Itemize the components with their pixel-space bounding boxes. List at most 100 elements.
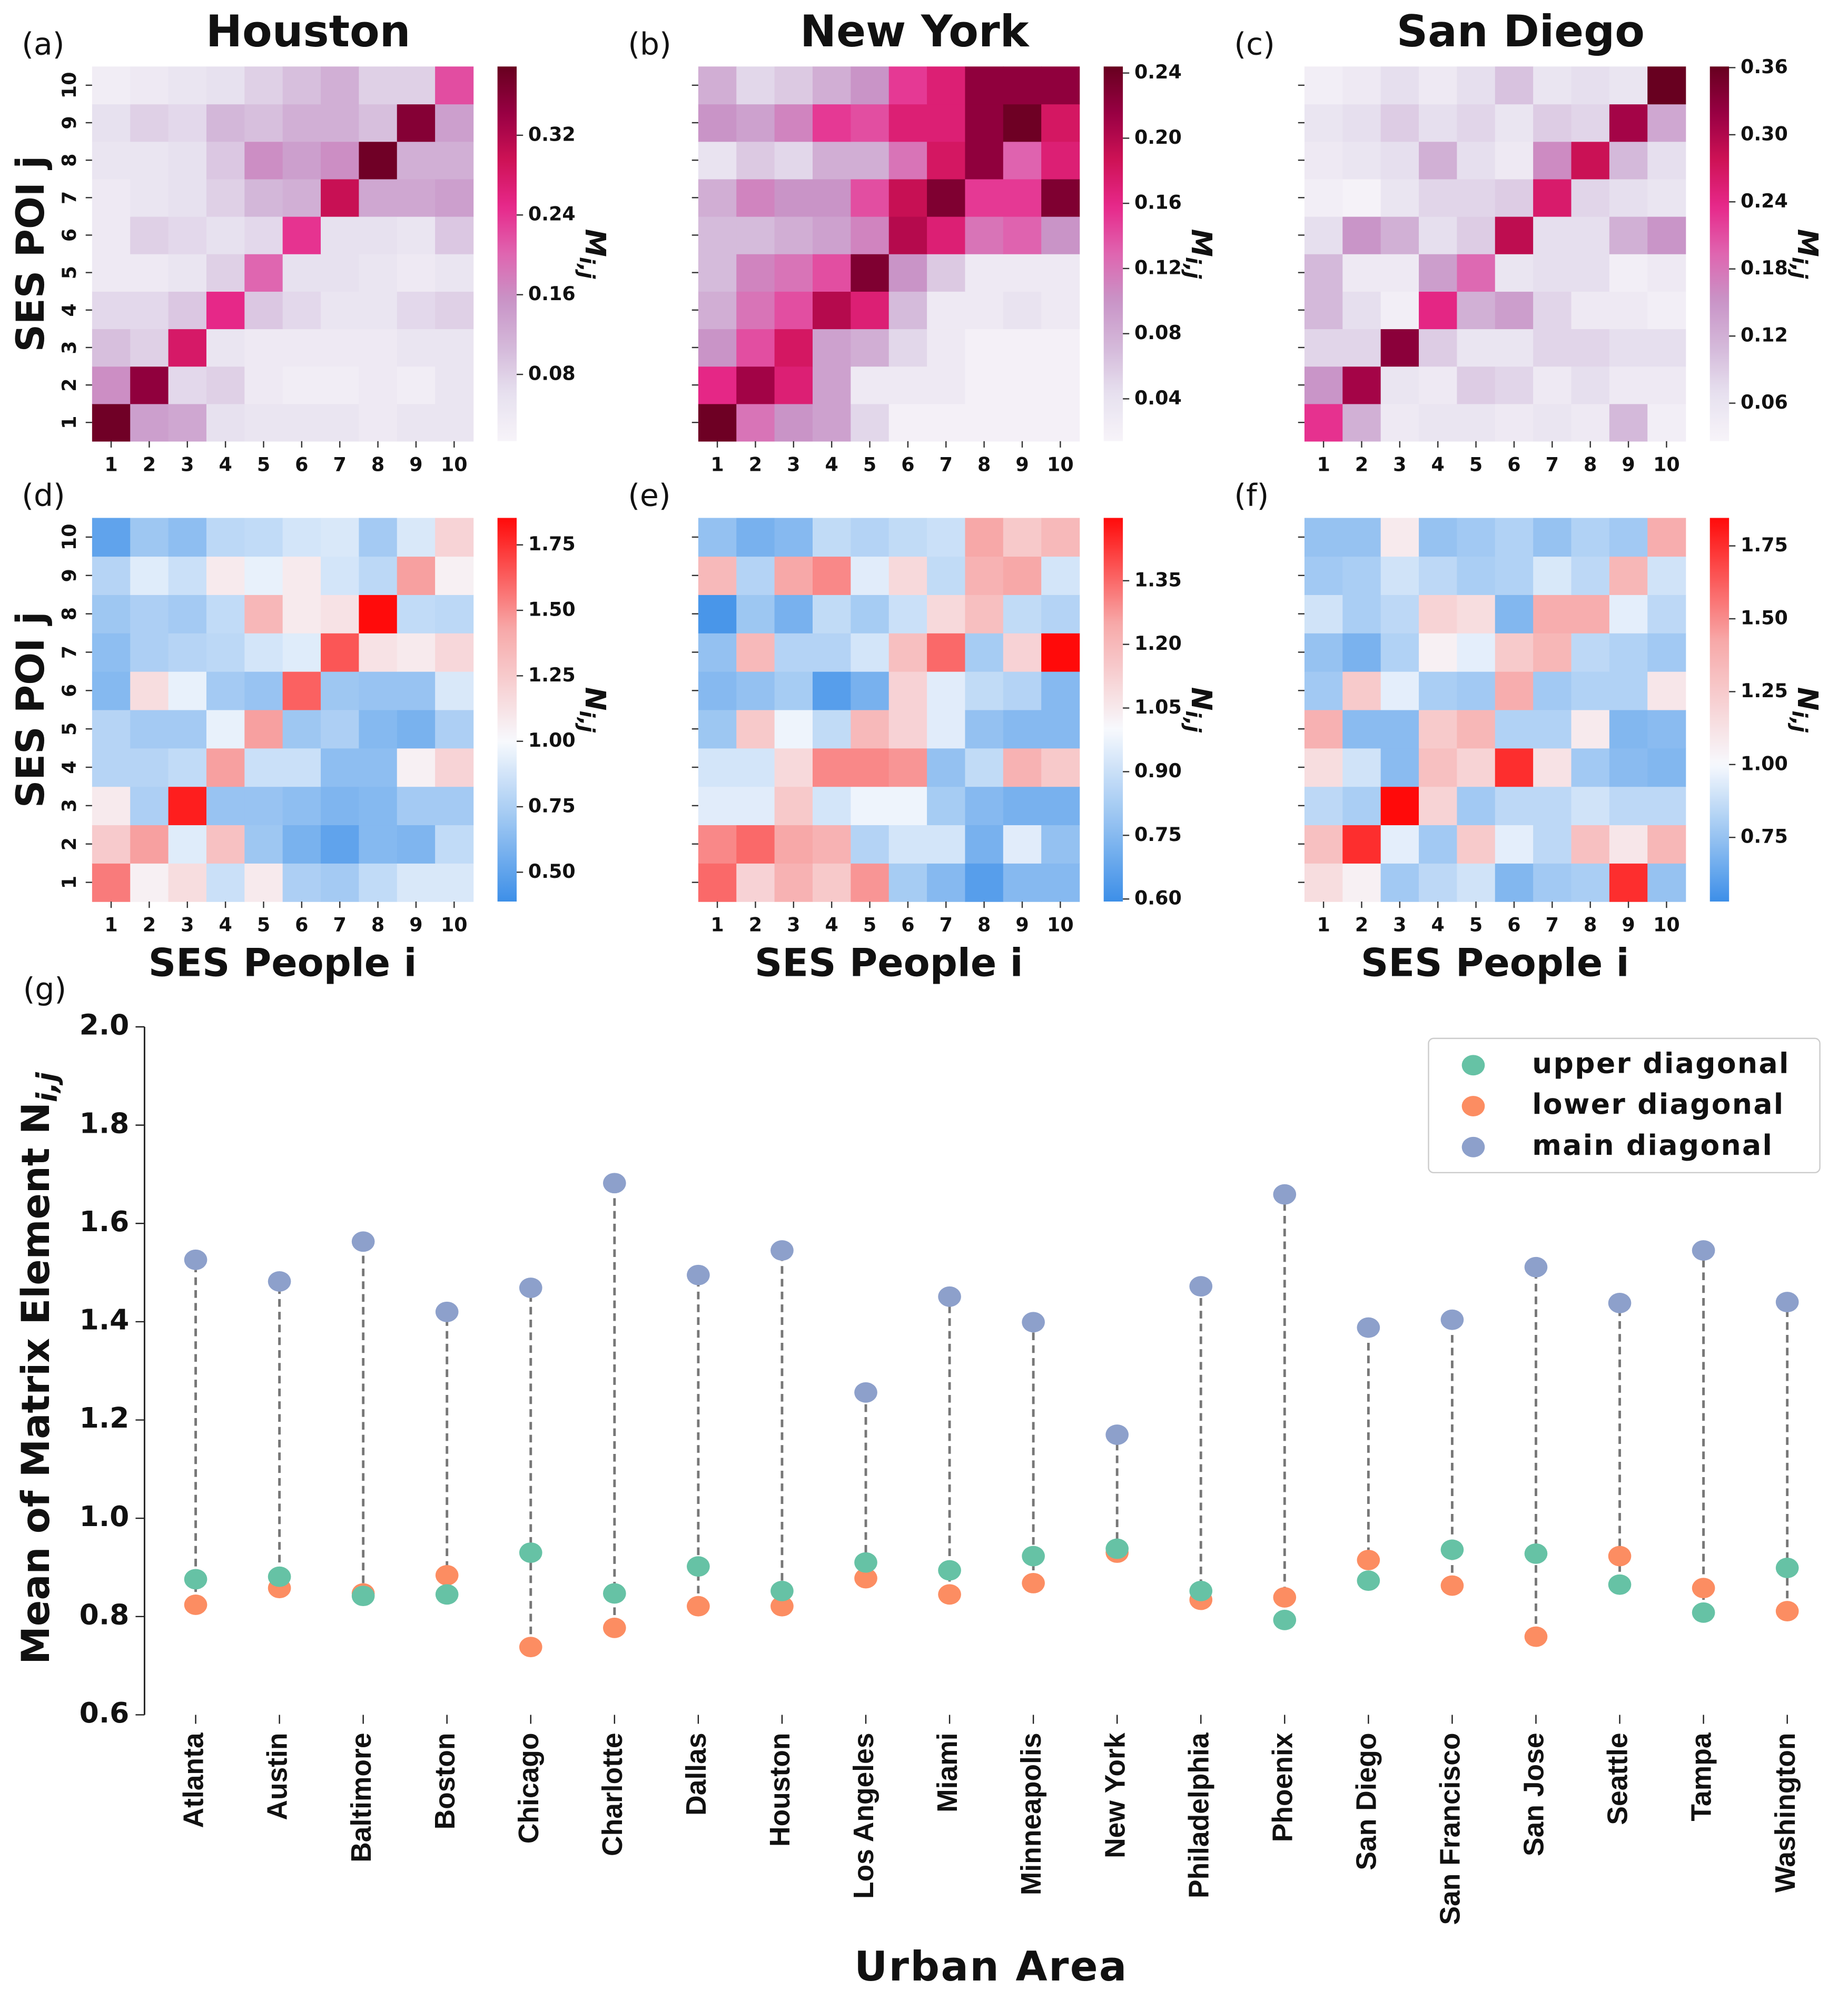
heatmap-cell [359, 216, 398, 254]
heatmap-cell [168, 825, 207, 864]
colorbar-tick-label: 1.50 [1741, 607, 1788, 629]
heatmap-cell [851, 179, 890, 217]
heatmap-cell [1533, 595, 1572, 633]
colorbar-label-subscript: i,j [1181, 257, 1205, 279]
x-tick-label: 4 [219, 453, 232, 476]
heatmap-cell [851, 595, 890, 633]
heatmap-cell [1533, 216, 1572, 254]
dot [1440, 1539, 1464, 1560]
heatmap-cell [1003, 254, 1042, 292]
dot [435, 1584, 459, 1605]
heatmap-cell [698, 66, 737, 105]
heatmap-cell [698, 366, 737, 404]
y-tick-label: 2 [58, 837, 81, 850]
heatmap-cell [812, 179, 852, 217]
x-axis-label: SES People i [755, 940, 1023, 985]
legend-box [1428, 1037, 1821, 1174]
heatmap-cell [888, 366, 927, 404]
heatmap-cell [851, 709, 890, 749]
x-tick-label: 4 [1431, 914, 1445, 936]
heatmap-cell [435, 254, 474, 292]
heatmap-cell [812, 633, 852, 672]
heatmap-cell [130, 141, 169, 180]
heatmap-cell [1041, 671, 1080, 710]
heatmap-cell [321, 66, 360, 105]
x-tick-label: 4 [1431, 453, 1445, 476]
x-tick-label: 3 [1393, 453, 1406, 476]
heatmap-cell [812, 709, 852, 749]
heatmap-cell [1647, 595, 1686, 633]
heatmap-cell [774, 748, 813, 787]
heatmap-cell [321, 748, 360, 787]
heatmap-cell [92, 556, 131, 595]
heatmap-cell [92, 671, 131, 710]
heatmap-cell [1003, 518, 1042, 557]
y-axis-label: SES POI j [8, 156, 53, 352]
heatmap-cell [698, 595, 737, 633]
heatmap-cell [1609, 748, 1648, 787]
dot [268, 1271, 291, 1292]
heatmap-cell [1647, 216, 1686, 254]
heatmap-cell [1342, 825, 1381, 864]
heatmap-cell [244, 179, 283, 217]
heatmap-cell [698, 863, 737, 902]
heatmap-cell [1380, 291, 1419, 330]
heatmap-cell [435, 141, 474, 180]
heatmap-cell [1304, 254, 1343, 292]
x-tick-label: Chicago [513, 1732, 545, 1844]
colorbar-label-subscript: i,j [1181, 710, 1205, 732]
heatmap-cell [1342, 66, 1381, 105]
heatmap-cell [435, 403, 474, 442]
heatmap-cell [1495, 66, 1534, 105]
y-tick-label: 1 [58, 876, 81, 889]
heatmap-cell [130, 291, 169, 330]
heatmap-cell [1571, 709, 1610, 749]
heatmap-cell [435, 66, 474, 105]
heatmap-cell [1609, 366, 1648, 404]
legend-label: lower diagonal [1532, 1087, 1784, 1121]
heatmap-cell [927, 254, 966, 292]
heatmap-cell [1003, 748, 1042, 787]
heatmap-cell [774, 104, 813, 142]
heatmap-cell [1457, 141, 1496, 180]
heatmap-cell [1571, 254, 1610, 292]
heatmap-cell [1647, 709, 1686, 749]
heatmap-cell [397, 748, 436, 787]
heatmap-cell [1041, 709, 1080, 749]
heatmap-cell [888, 104, 927, 142]
x-tick-label: Atlanta [179, 1732, 210, 1828]
heatmap-cell [1495, 104, 1534, 142]
heatmap-cell [130, 863, 169, 902]
heatmap-cell [1304, 825, 1343, 864]
heatmap-cell [1041, 518, 1080, 557]
dot [687, 1264, 710, 1285]
heatmap-cell [168, 179, 207, 217]
x-tick-label: 9 [409, 453, 422, 476]
dot [1692, 1240, 1715, 1261]
heatmap-cell [736, 748, 775, 787]
heatmap-cell [1342, 291, 1381, 330]
colorbar [1709, 518, 1730, 902]
colorbar [1103, 518, 1123, 902]
heatmap-cell [1571, 179, 1610, 217]
heatmap-cell [359, 556, 398, 595]
dot [1608, 1546, 1632, 1567]
heatmap-cell [397, 518, 436, 557]
y-tick-label: 0.6 [80, 1696, 130, 1729]
heatmap-cell [1041, 595, 1080, 633]
heatmap-cell [1380, 254, 1419, 292]
heatmap-cell [965, 863, 1004, 902]
heatmap-cell [1003, 66, 1042, 105]
heatmap-cell [92, 863, 131, 902]
heatmap-cell [927, 595, 966, 633]
heatmap-cell [1304, 366, 1343, 404]
heatmap-cell [168, 748, 207, 787]
heatmap-cell [736, 709, 775, 749]
heatmap-cell [1419, 556, 1458, 595]
heatmap-cell [851, 216, 890, 254]
dot [938, 1286, 961, 1307]
heatmap-cell [1419, 825, 1458, 864]
heatmap-cell [435, 518, 474, 557]
heatmap-cell [1419, 786, 1458, 826]
dot [938, 1560, 961, 1581]
